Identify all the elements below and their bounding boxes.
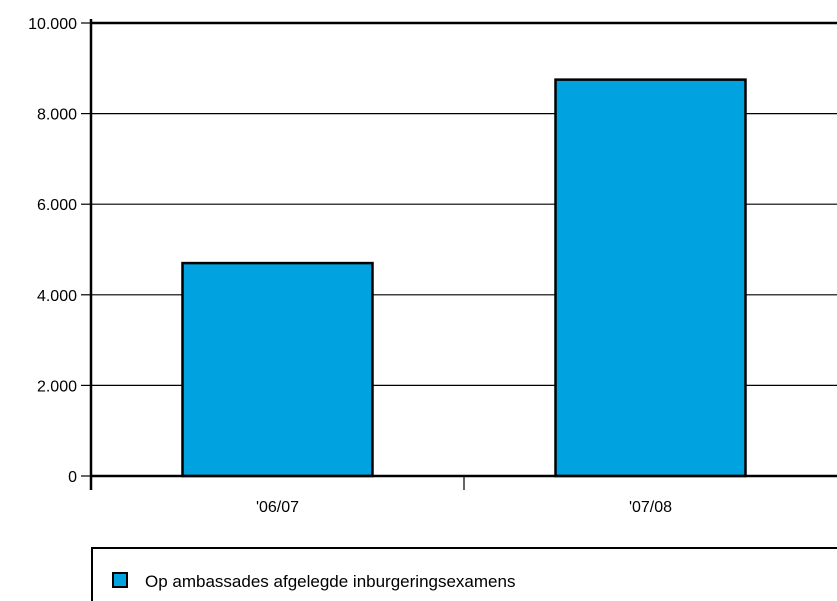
bars (181, 78, 747, 478)
axes (81, 19, 837, 490)
bar-0 (181, 261, 374, 478)
x-tick-labels: '06/07 '07/08 (256, 499, 672, 516)
legend-box (91, 547, 837, 601)
legend-swatch (112, 572, 128, 588)
y-tick-label: 6.000 (37, 197, 77, 214)
y-tick-labels: 0 2.000 4.000 6.000 8.000 10.000 (28, 16, 77, 486)
y-tick-label: 4.000 (37, 288, 77, 305)
x-tick-label: '06/07 (256, 499, 299, 516)
legend-label: Op ambassades afgelegde inburgeringsexam… (145, 572, 515, 591)
y-tick-label: 0 (68, 469, 77, 486)
x-tick-label: '07/08 (629, 499, 672, 516)
y-tick-label: 8.000 (37, 107, 77, 124)
bar-1 (554, 78, 747, 478)
legend: Op ambassades afgelegde inburgeringsexam… (91, 547, 837, 601)
y-tick-label: 2.000 (37, 378, 77, 395)
y-tick-label: 10.000 (28, 16, 77, 33)
